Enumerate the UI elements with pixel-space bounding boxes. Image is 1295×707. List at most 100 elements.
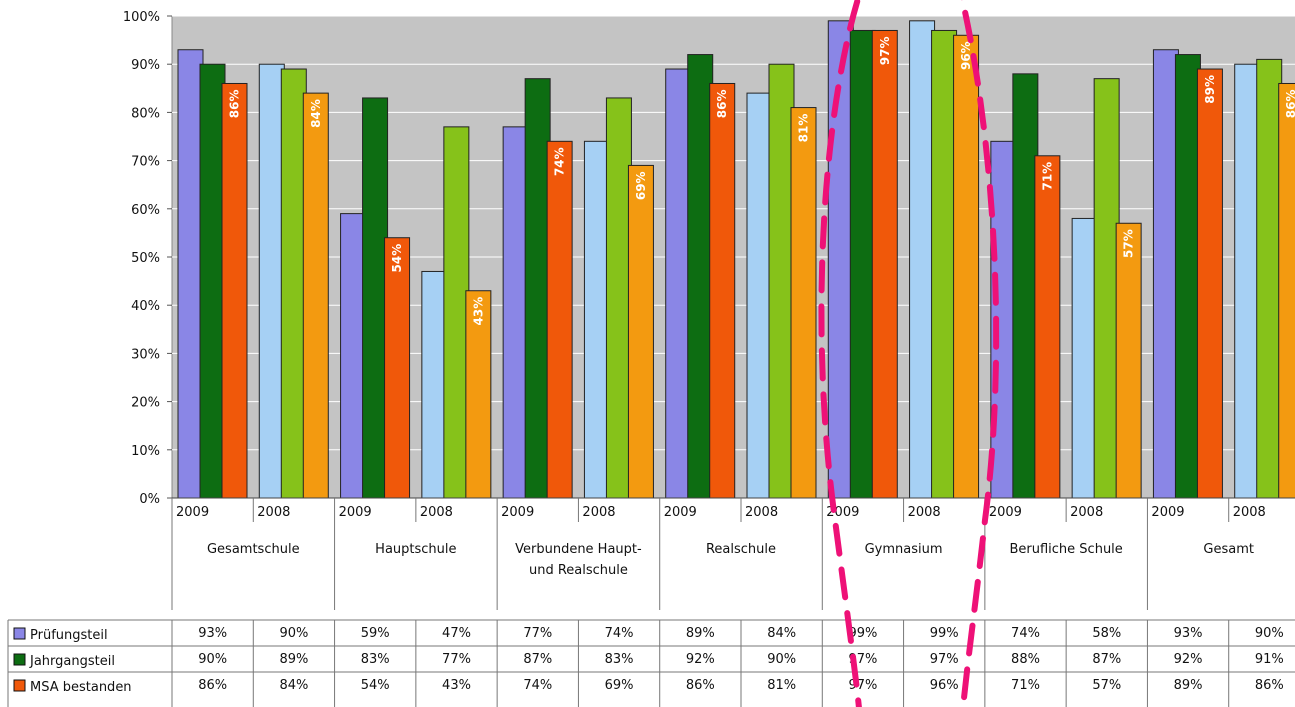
table-cell: 74% [1011, 626, 1040, 641]
table-cell: 54% [361, 678, 390, 693]
table-cell: 84% [279, 678, 308, 693]
bar [909, 20, 936, 499]
bar-value-label: 97% [878, 36, 892, 65]
bar [768, 63, 795, 499]
table-cell: 97% [930, 652, 959, 667]
table-cell: 87% [523, 652, 552, 667]
year-tick-label: 2008 [908, 505, 941, 520]
table-cell: 86% [198, 678, 227, 693]
legend-swatch [13, 627, 26, 640]
table-cell: 77% [442, 652, 471, 667]
year-tick-label: 2009 [501, 505, 534, 520]
table-cell: 99% [848, 626, 877, 641]
bar [953, 34, 980, 499]
legend-entry: MSA bestanden [30, 680, 132, 695]
bar [931, 29, 958, 499]
group-label: Realschule [706, 542, 776, 557]
bar-value-label: 43% [471, 297, 485, 326]
group-label: und Realschule [529, 563, 628, 578]
table-cell: 97% [848, 678, 877, 693]
table-cell: 59% [361, 626, 390, 641]
year-tick-label: 2008 [420, 505, 453, 520]
table-cell: 90% [1255, 626, 1284, 641]
bar [746, 92, 773, 499]
table-cell: 92% [1174, 652, 1203, 667]
table-cell: 71% [1011, 678, 1040, 693]
bar [280, 68, 307, 499]
y-tick-label: 80% [131, 106, 160, 121]
table-cell: 90% [198, 652, 227, 667]
table-cell: 96% [930, 678, 959, 693]
bar-series [177, 20, 1295, 499]
table-cell: 81% [767, 678, 796, 693]
table-cell: 93% [198, 626, 227, 641]
bar [1196, 68, 1223, 499]
table-cell: 86% [686, 678, 715, 693]
bar-value-label: 86% [715, 89, 729, 118]
bar [1071, 217, 1098, 499]
table-cell: 89% [1174, 678, 1203, 693]
year-tick-label: 2009 [176, 505, 209, 520]
bar-value-label: 54% [390, 244, 404, 273]
legend-entry: Jahrgangsteil [29, 654, 115, 669]
table-cell: 87% [1092, 652, 1121, 667]
bar [1034, 155, 1061, 499]
group-label: Hauptschule [375, 542, 456, 557]
y-tick-label: 0% [139, 492, 160, 507]
legend-entry: Prüfungsteil [30, 628, 108, 643]
year-tick-label: 2009 [664, 505, 697, 520]
table-cell: 91% [1255, 652, 1284, 667]
y-tick-label: 10% [131, 444, 160, 459]
bar-value-label: 74% [553, 147, 567, 176]
bar [340, 213, 367, 499]
year-tick-label: 2008 [745, 505, 778, 520]
table-cell: 74% [605, 626, 634, 641]
table-cell: 58% [1092, 626, 1121, 641]
bar [302, 92, 329, 499]
bar [1234, 63, 1261, 499]
highlight-annotation [818, 0, 1000, 707]
highlight-dashed-ellipse [818, 0, 1000, 707]
bar [849, 29, 876, 499]
bar [827, 20, 854, 499]
legend-swatch [13, 653, 26, 666]
table-cell: 88% [1011, 652, 1040, 667]
bar [199, 63, 226, 499]
bar-value-label: 71% [1040, 162, 1054, 191]
year-tick-label: 2008 [1070, 505, 1103, 520]
group-label: Gymnasium [865, 542, 943, 557]
table-cell: 86% [1255, 678, 1284, 693]
bar [1256, 58, 1283, 499]
bar-value-label: 96% [959, 41, 973, 70]
year-tick-label: 2009 [989, 505, 1022, 520]
bar [443, 126, 470, 499]
bar [546, 140, 573, 499]
table-cell: 93% [1174, 626, 1203, 641]
bar [221, 82, 248, 499]
bar [709, 82, 736, 499]
y-axis-ticks: 0% 10% 20% 30% 40% 50% 60% 70% 80% 90% 100% [123, 10, 172, 507]
group-label: Berufliche Schule [1009, 542, 1122, 557]
y-tick-label: 100% [123, 10, 160, 25]
x-axis: 2009 2008 2009 2008 2009 2008 2009 2008 2009 2008… [171, 497, 1295, 610]
bar-value-label: 81% [797, 114, 811, 143]
table-cell: 74% [523, 678, 552, 693]
bar [1174, 54, 1201, 499]
bar [1115, 222, 1142, 499]
bar [362, 97, 389, 499]
year-tick-label: 2009 [339, 505, 372, 520]
year-tick-label: 2009 [1151, 505, 1184, 520]
bar-value-labels: 86% 84% 54% 43% 74% 69% 86% 81% 97% 96% 71% 57% 89% 8… [228, 36, 1295, 325]
bar-value-label: 89% [1203, 75, 1217, 104]
bar [1152, 49, 1179, 499]
bar [665, 68, 692, 499]
table-cell: 43% [442, 678, 471, 693]
table-cell: 69% [605, 678, 634, 693]
year-tick-label: 2008 [582, 505, 615, 520]
table-cell: 84% [767, 626, 796, 641]
bar [1012, 73, 1039, 499]
bar [502, 126, 529, 499]
bar [687, 54, 714, 499]
y-tick-label: 70% [131, 155, 160, 170]
group-label: Gesamtschule [207, 542, 300, 557]
